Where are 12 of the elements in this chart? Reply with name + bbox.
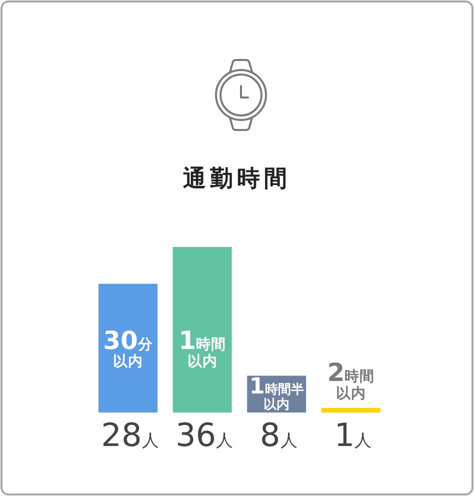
data-label: 28人 (101, 416, 159, 454)
x-tick-label: 30分以内 (103, 326, 154, 370)
x-tick-label: 1時間半以内 (249, 374, 304, 413)
x-tick-label: 2時間以内 (327, 358, 375, 402)
chart-title: 通勤時間 (182, 166, 291, 192)
bar (172, 247, 232, 412)
x-tick-label: 1時間以内 (178, 326, 226, 370)
bar (98, 284, 158, 412)
data-label: 1人 (334, 416, 372, 454)
bar (321, 408, 380, 412)
data-label: 36人 (175, 416, 234, 454)
data-label: 8人 (260, 416, 298, 454)
